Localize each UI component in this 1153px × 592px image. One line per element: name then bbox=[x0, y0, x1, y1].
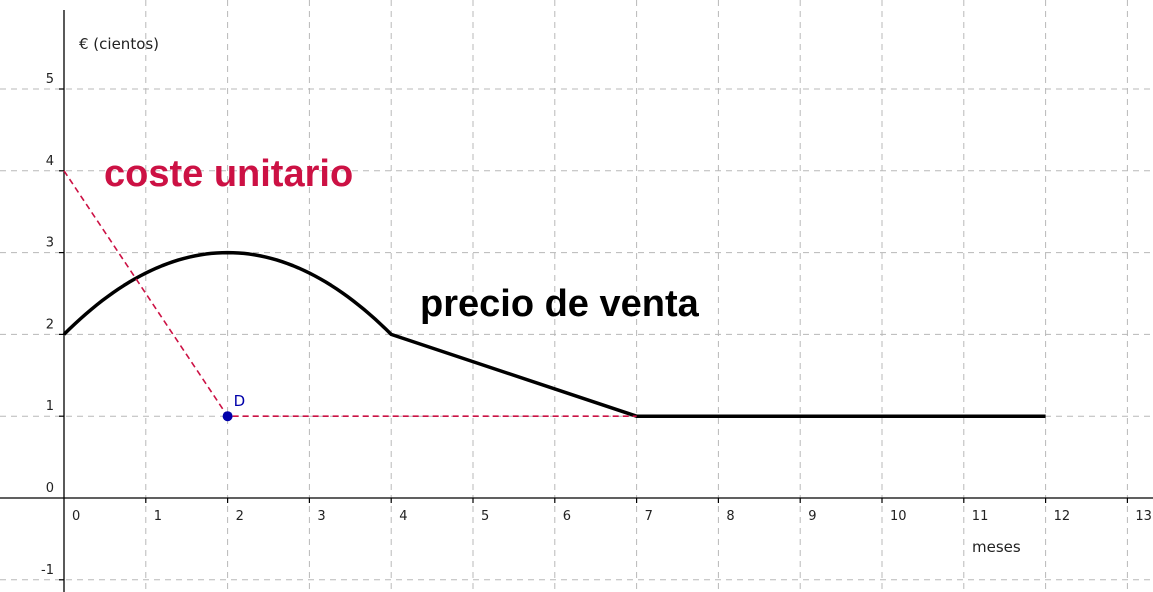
series-line-precio-de-venta bbox=[62, 250, 1046, 418]
x-tick-label-13: 13 bbox=[1135, 509, 1152, 524]
y-axis-label: € (cientos) bbox=[79, 35, 159, 53]
x-tick-label-7: 7 bbox=[645, 509, 653, 524]
point-d-marker bbox=[222, 411, 233, 422]
annotation-coste-unitario: coste unitario bbox=[104, 153, 353, 195]
y-tick-label-3: 3 bbox=[46, 236, 54, 251]
x-tick-label-11: 11 bbox=[972, 509, 989, 524]
x-tick-label-10: 10 bbox=[890, 509, 907, 524]
x-tick-label-9: 9 bbox=[808, 509, 816, 524]
y-tick-label-4: 4 bbox=[46, 154, 54, 169]
x-tick-label-3: 3 bbox=[317, 509, 325, 524]
y-tick-label-0: 0 bbox=[46, 481, 54, 496]
y-tick-label-neg1: -1 bbox=[41, 563, 54, 578]
x-tick-label-2: 2 bbox=[236, 509, 244, 524]
x-tick-label-8: 8 bbox=[726, 509, 734, 524]
x-tick-label-6: 6 bbox=[563, 509, 571, 524]
x-axis-label: meses bbox=[972, 538, 1021, 556]
y-tick-label-1: 1 bbox=[46, 399, 54, 414]
x-tick-label-5: 5 bbox=[481, 509, 489, 524]
x-tick-label-12: 12 bbox=[1054, 509, 1071, 524]
x-tick-label-4: 4 bbox=[399, 509, 407, 524]
y-tick-label-2: 2 bbox=[46, 317, 54, 332]
annotation-precio-de-venta: precio de venta bbox=[420, 283, 700, 325]
point-d-label: D bbox=[234, 392, 246, 410]
x-tick-label-1: 1 bbox=[154, 509, 162, 524]
axes bbox=[0, 10, 1153, 592]
y-tick-label-5: 5 bbox=[46, 72, 54, 87]
x-tick-label-0: 0 bbox=[72, 509, 80, 524]
